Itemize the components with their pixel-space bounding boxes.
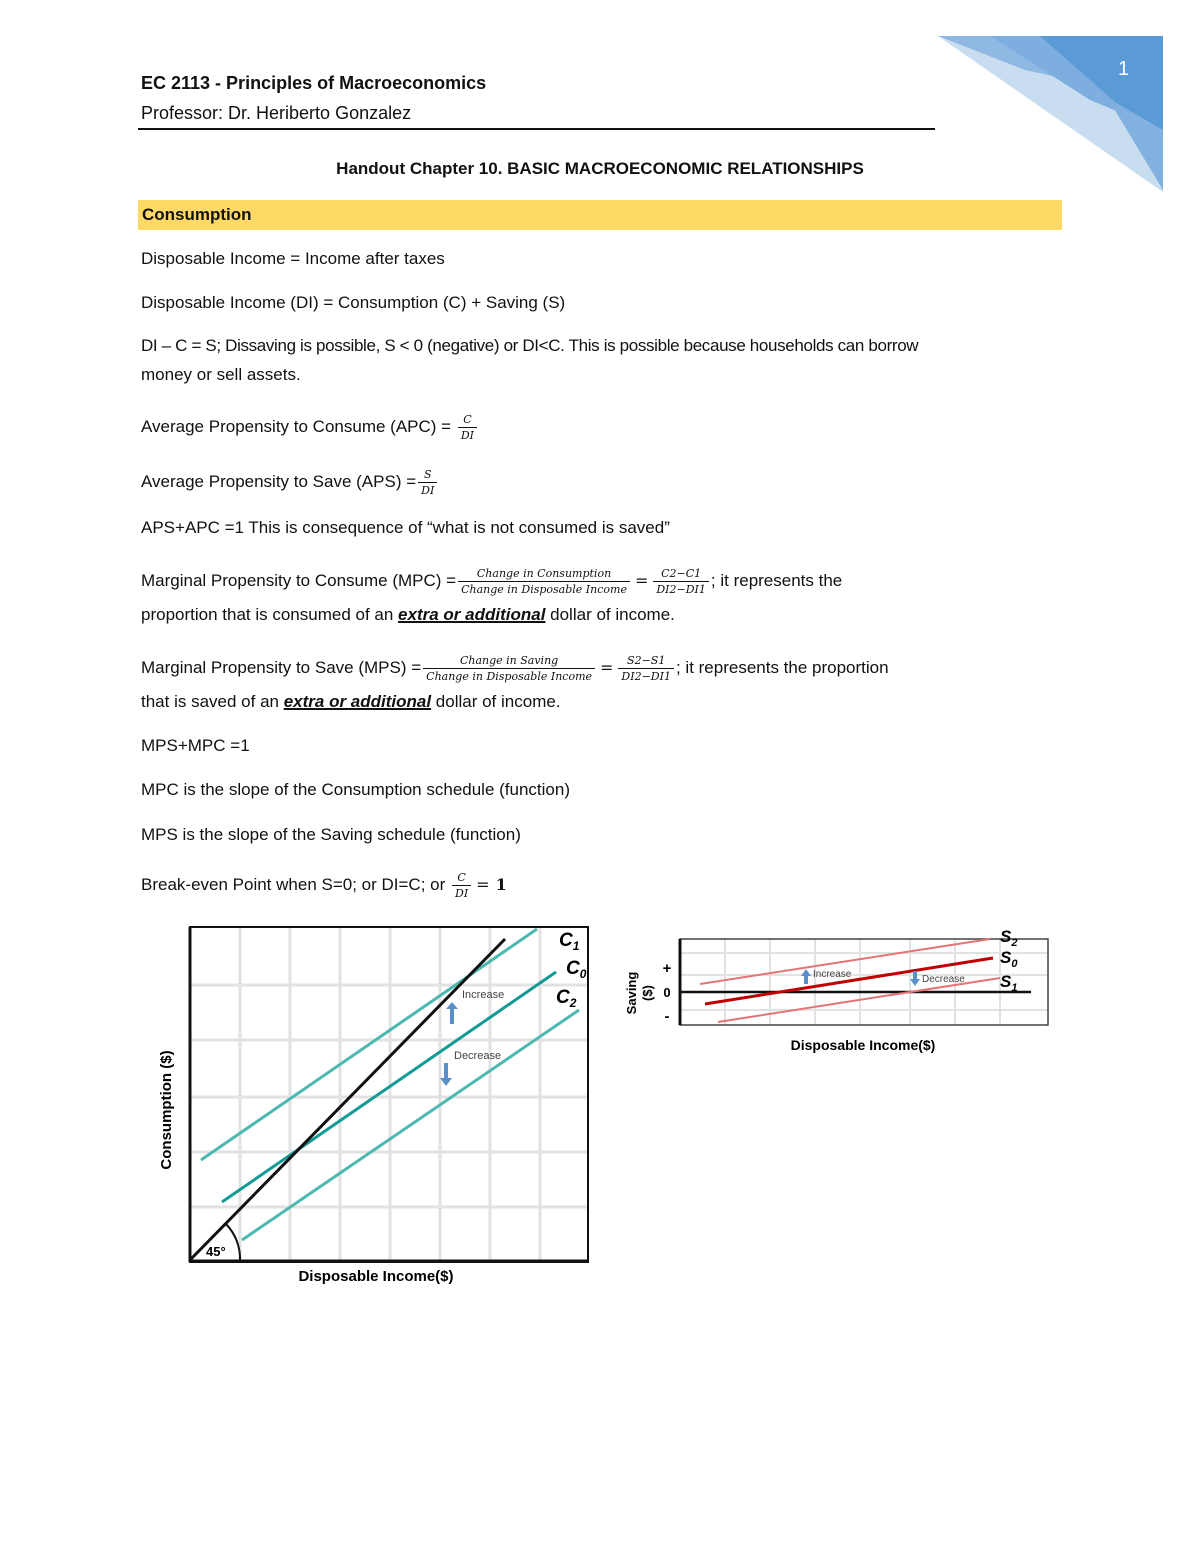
mpc-label: Marginal Propensity to Consume (MPC) = (141, 570, 457, 590)
y-axis-label: Consumption ($) (158, 1050, 175, 1169)
mpc-explanation: proportion that is consumed of an extra … (141, 604, 675, 626)
decrease-label: Decrease (454, 1050, 501, 1062)
numerator: S (418, 468, 438, 483)
c1-label: C1 (559, 930, 580, 953)
consumption-diagram: 45° C1 C0 C2 Increase Decrease Consumpti… (158, 926, 589, 1285)
breakeven-label: Break-even Point when S=0; or DI=C; or (141, 874, 450, 894)
plus-tick: + (663, 960, 672, 977)
increase-arrow-icon (801, 969, 811, 984)
numerator: Change in Saving (423, 654, 596, 669)
zero-tick: 0 (663, 985, 670, 1000)
45-degree-line (188, 937, 507, 1262)
x-axis-label: Disposable Income($) (791, 1037, 936, 1053)
increase-label: Increase (813, 969, 852, 980)
text: that is saved of an (141, 692, 284, 711)
header-rule (138, 128, 935, 130)
c0-label: C0 (566, 958, 587, 981)
mps-slope: MPS is the slope of the Saving schedule … (141, 825, 521, 844)
numerator: Change in Consumption (458, 567, 630, 582)
denominator: DI (421, 484, 435, 497)
aps-apc-identity: APS+APC =1 This is consequence of “what … (141, 518, 670, 537)
mpc-tail: ; it represents the (710, 570, 843, 590)
denominator: Change in Disposable Income (461, 583, 627, 596)
dissaving-line-2: money or sell assets. (141, 365, 301, 384)
emphasis: extra or additional (398, 605, 546, 624)
decrease-arrow-icon (910, 971, 920, 986)
increase-arrow-icon (446, 1002, 458, 1024)
denominator: DI2−DI1 (621, 670, 671, 683)
minus-tick: - (665, 1008, 670, 1025)
text: dollar of income. (431, 692, 561, 711)
page-number: 1 (1118, 58, 1129, 80)
apc-label: Average Propensity to Consume (APC) = (141, 416, 456, 436)
angle-arc (225, 1223, 242, 1262)
angle-label: 45° (206, 1244, 226, 1259)
y-axis-unit: ($) (640, 985, 655, 1001)
text: dollar of income. (545, 605, 675, 624)
di-definition: Disposable Income = Income after taxes (141, 249, 445, 268)
apc-fraction: C DI (457, 413, 477, 442)
denominator: DI2−DI1 (656, 583, 706, 596)
s1-line (717, 977, 1001, 1023)
plot-frame (679, 938, 1049, 1026)
c2-label: C2 (556, 987, 577, 1010)
aps-label: Average Propensity to Save (APS) = (141, 471, 417, 491)
saving-diagram: S2 S0 S1 Increase Decrease + 0 - Saving … (624, 927, 1049, 1053)
breakeven-fraction: C DI (452, 871, 472, 900)
s2-line (699, 938, 991, 985)
denominator: DI (455, 887, 469, 900)
mpc-formula: Marginal Propensity to Consume (MPC) = Ch… (141, 567, 843, 596)
c1-line (200, 927, 538, 1162)
s1-label: S1 (1000, 972, 1017, 994)
course-title: EC 2113 - Principles of Macroeconomics (141, 73, 487, 93)
breakeven: Break-even Point when S=0; or DI=C; or C… (141, 871, 510, 900)
di-equation: Disposable Income (DI) = Consumption (C)… (141, 293, 566, 312)
mpc-fraction: Change in Consumption Change in Disposabl… (458, 567, 630, 596)
numerator: S2−S1 (618, 654, 674, 669)
increase-label: Increase (462, 989, 504, 1001)
s0-label: S0 (1000, 948, 1018, 970)
dissaving-line-1: DI – C = S; Dissaving is possible, S < 0… (141, 336, 919, 355)
denominator: DI (460, 429, 474, 442)
numerator: C2−C1 (653, 567, 709, 582)
mpc-slope: MPC is the slope of the Consumption sche… (141, 780, 571, 799)
decrease-label: Decrease (922, 974, 965, 985)
corner-decoration: 1 (938, 36, 1163, 192)
numerator: C (452, 871, 472, 886)
mps-tail: ; it represents the proportion (675, 657, 889, 677)
section-label: Consumption (142, 205, 252, 224)
equals-sign: = (476, 874, 490, 894)
mpc-fraction-2: C2−C1 DI2−DI1 (653, 567, 709, 596)
section-header: Consumption (138, 200, 1062, 230)
mps-formula: Marginal Propensity to Save (MPS) = Chang… (141, 654, 889, 683)
professor: Professor: Dr. Heriberto Gonzalez (141, 103, 412, 123)
s2-label: S2 (1000, 927, 1017, 949)
x-axis-label: Disposable Income($) (298, 1268, 453, 1285)
one: 1 (495, 874, 507, 894)
c2-line (241, 1008, 580, 1242)
mps-explanation: that is saved of an extra or additional … (141, 691, 561, 713)
text: proportion that is consumed of an (141, 605, 399, 624)
mps-mpc-identity: MPS+MPC =1 (141, 736, 250, 755)
denominator: Change in Disposable Income (426, 670, 593, 683)
mps-fraction-2: S2−S1 DI2−DI1 (618, 654, 674, 683)
aps-fraction: S DI (418, 468, 438, 497)
numerator: C (457, 413, 477, 428)
c0-line (221, 970, 557, 1204)
y-axis-label: Saving (624, 972, 639, 1015)
mps-fraction: Change in Saving Change in Disposable Inc… (423, 654, 596, 683)
grid (680, 939, 1048, 1025)
handout-title: Handout Chapter 10. BASIC MACROECONOMIC … (336, 159, 864, 178)
aps-formula: Average Propensity to Save (APS) = S DI (141, 468, 439, 497)
s0-line (704, 956, 994, 1006)
mps-label: Marginal Propensity to Save (MPS) = (141, 657, 422, 677)
emphasis: extra or additional (283, 692, 432, 711)
decrease-arrow-icon (440, 1063, 452, 1086)
grid (190, 927, 588, 1262)
